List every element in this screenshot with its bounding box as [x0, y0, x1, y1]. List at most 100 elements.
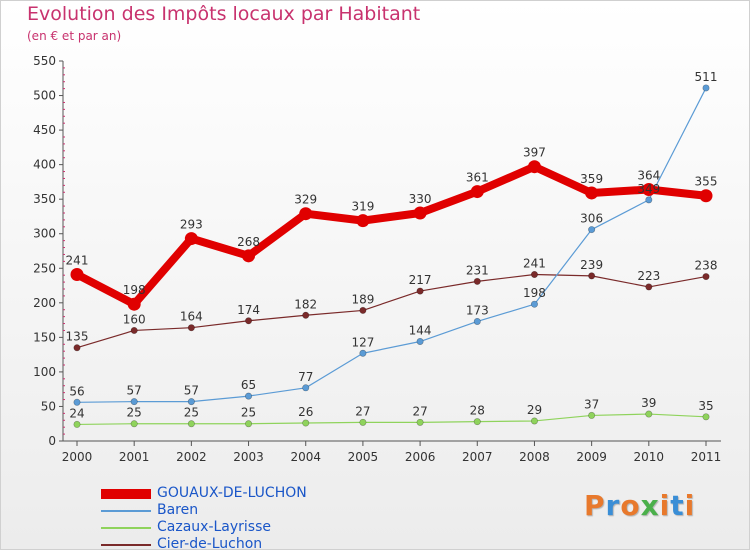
series-point-2	[187, 420, 195, 428]
data-label-0: 361	[466, 171, 489, 185]
data-label-2: 28	[470, 404, 485, 418]
data-label-3: 217	[409, 273, 432, 287]
data-label-0: 293	[180, 218, 203, 232]
logo-letter: x	[640, 489, 660, 522]
series-point-3	[302, 311, 310, 319]
data-label-3: 164	[180, 310, 203, 324]
legend-item-gouaux: GOUAUX-DE-LUCHON	[101, 485, 307, 502]
series-line-2	[76, 413, 707, 426]
data-label-2: 39	[641, 396, 656, 410]
series-point-2	[530, 417, 538, 425]
series-point-2	[130, 420, 138, 428]
y-tick-label: 200	[33, 296, 56, 310]
series-point-0	[356, 214, 370, 228]
proxiti-logo: Proxiti	[584, 489, 695, 522]
series-point-0	[527, 160, 541, 174]
data-label-2: 29	[527, 403, 542, 417]
logo-letter: o	[620, 489, 641, 522]
series-point-2	[645, 410, 653, 418]
data-label-1: 127	[351, 335, 374, 349]
series-point-0	[127, 297, 141, 311]
logo-letter: t	[670, 489, 685, 522]
series-point-2	[416, 418, 424, 426]
data-label-2: 25	[184, 406, 199, 420]
series-point-1	[359, 349, 367, 357]
series-point-2	[302, 419, 310, 427]
y-tick-label: 150	[33, 330, 56, 344]
series-point-1	[645, 196, 653, 204]
data-label-0: 319	[351, 200, 374, 214]
series-point-1	[302, 384, 310, 392]
legend-item-baren: Baren	[101, 502, 307, 519]
data-label-2: 27	[355, 404, 370, 418]
data-label-3: 231	[466, 263, 489, 277]
legend-swatch-baren	[101, 509, 151, 512]
y-tick-label: 450	[33, 123, 56, 137]
x-tick-label: 2002	[176, 450, 207, 464]
series-point-1	[530, 300, 538, 308]
y-tick-label: 550	[33, 54, 56, 68]
series-line-0	[75, 162, 707, 309]
series-point-0	[699, 189, 713, 203]
data-label-3: 160	[123, 312, 146, 326]
y-tick-label: 250	[33, 261, 56, 275]
logo-letter: i	[684, 489, 696, 522]
x-tick-label: 2005	[348, 450, 379, 464]
chart-subtitle: (en € et par an)	[27, 29, 122, 43]
data-label-1: 198	[523, 286, 546, 300]
series-point-2	[473, 418, 481, 426]
series-point-1	[702, 84, 710, 92]
series-line-3	[76, 273, 707, 349]
series-point-3	[187, 324, 195, 332]
data-label-0: 241	[66, 253, 89, 267]
x-tick-label: 2011	[691, 450, 722, 464]
x-tick-label: 2008	[519, 450, 550, 464]
data-label-0: 268	[237, 235, 260, 249]
y-tick-label: 500	[33, 89, 56, 103]
series-point-1	[245, 392, 253, 400]
legend-item-cier: Cier-de-Luchon	[101, 536, 307, 553]
series-point-3	[245, 317, 253, 325]
data-label-2: 25	[127, 406, 142, 420]
series-point-3	[473, 277, 481, 285]
legend-label-gouaux: GOUAUX-DE-LUCHON	[157, 485, 307, 501]
data-label-1: 349	[637, 182, 660, 196]
y-tick-label: 300	[33, 227, 56, 241]
data-label-0: 359	[580, 172, 603, 186]
series-point-1	[473, 317, 481, 325]
legend-swatch-cier	[101, 543, 151, 546]
series-point-3	[702, 273, 710, 281]
series-point-0	[299, 207, 313, 221]
x-tick-label: 2010	[634, 450, 665, 464]
data-label-3: 239	[580, 258, 603, 272]
data-label-2: 26	[298, 405, 313, 419]
data-label-3: 135	[66, 330, 89, 344]
series-point-0	[470, 185, 484, 199]
series-point-1	[416, 338, 424, 346]
data-label-0: 198	[123, 283, 146, 297]
series-point-3	[130, 326, 138, 334]
data-label-3: 189	[351, 292, 374, 306]
legend-swatch-gouaux	[101, 488, 151, 499]
data-label-1: 57	[127, 384, 142, 398]
series-point-3	[359, 306, 367, 314]
series-point-0	[413, 206, 427, 220]
data-label-0: 330	[409, 192, 432, 206]
data-label-1: 144	[409, 324, 432, 338]
data-label-3: 174	[237, 303, 260, 317]
y-tick-label: 100	[33, 365, 56, 379]
data-label-2: 27	[412, 404, 427, 418]
series-point-2	[588, 411, 596, 419]
y-tick-label: 400	[33, 158, 56, 172]
y-tick-label: 350	[33, 192, 56, 206]
x-tick-label: 2000	[62, 450, 93, 464]
series-point-0	[585, 186, 599, 200]
series-point-2	[359, 418, 367, 426]
logo-letter: r	[605, 489, 621, 522]
data-label-1: 56	[69, 384, 84, 398]
series-point-0	[242, 249, 256, 263]
x-tick-label: 2004	[290, 450, 321, 464]
data-label-1: 77	[298, 370, 313, 384]
data-label-0: 329	[294, 193, 317, 207]
